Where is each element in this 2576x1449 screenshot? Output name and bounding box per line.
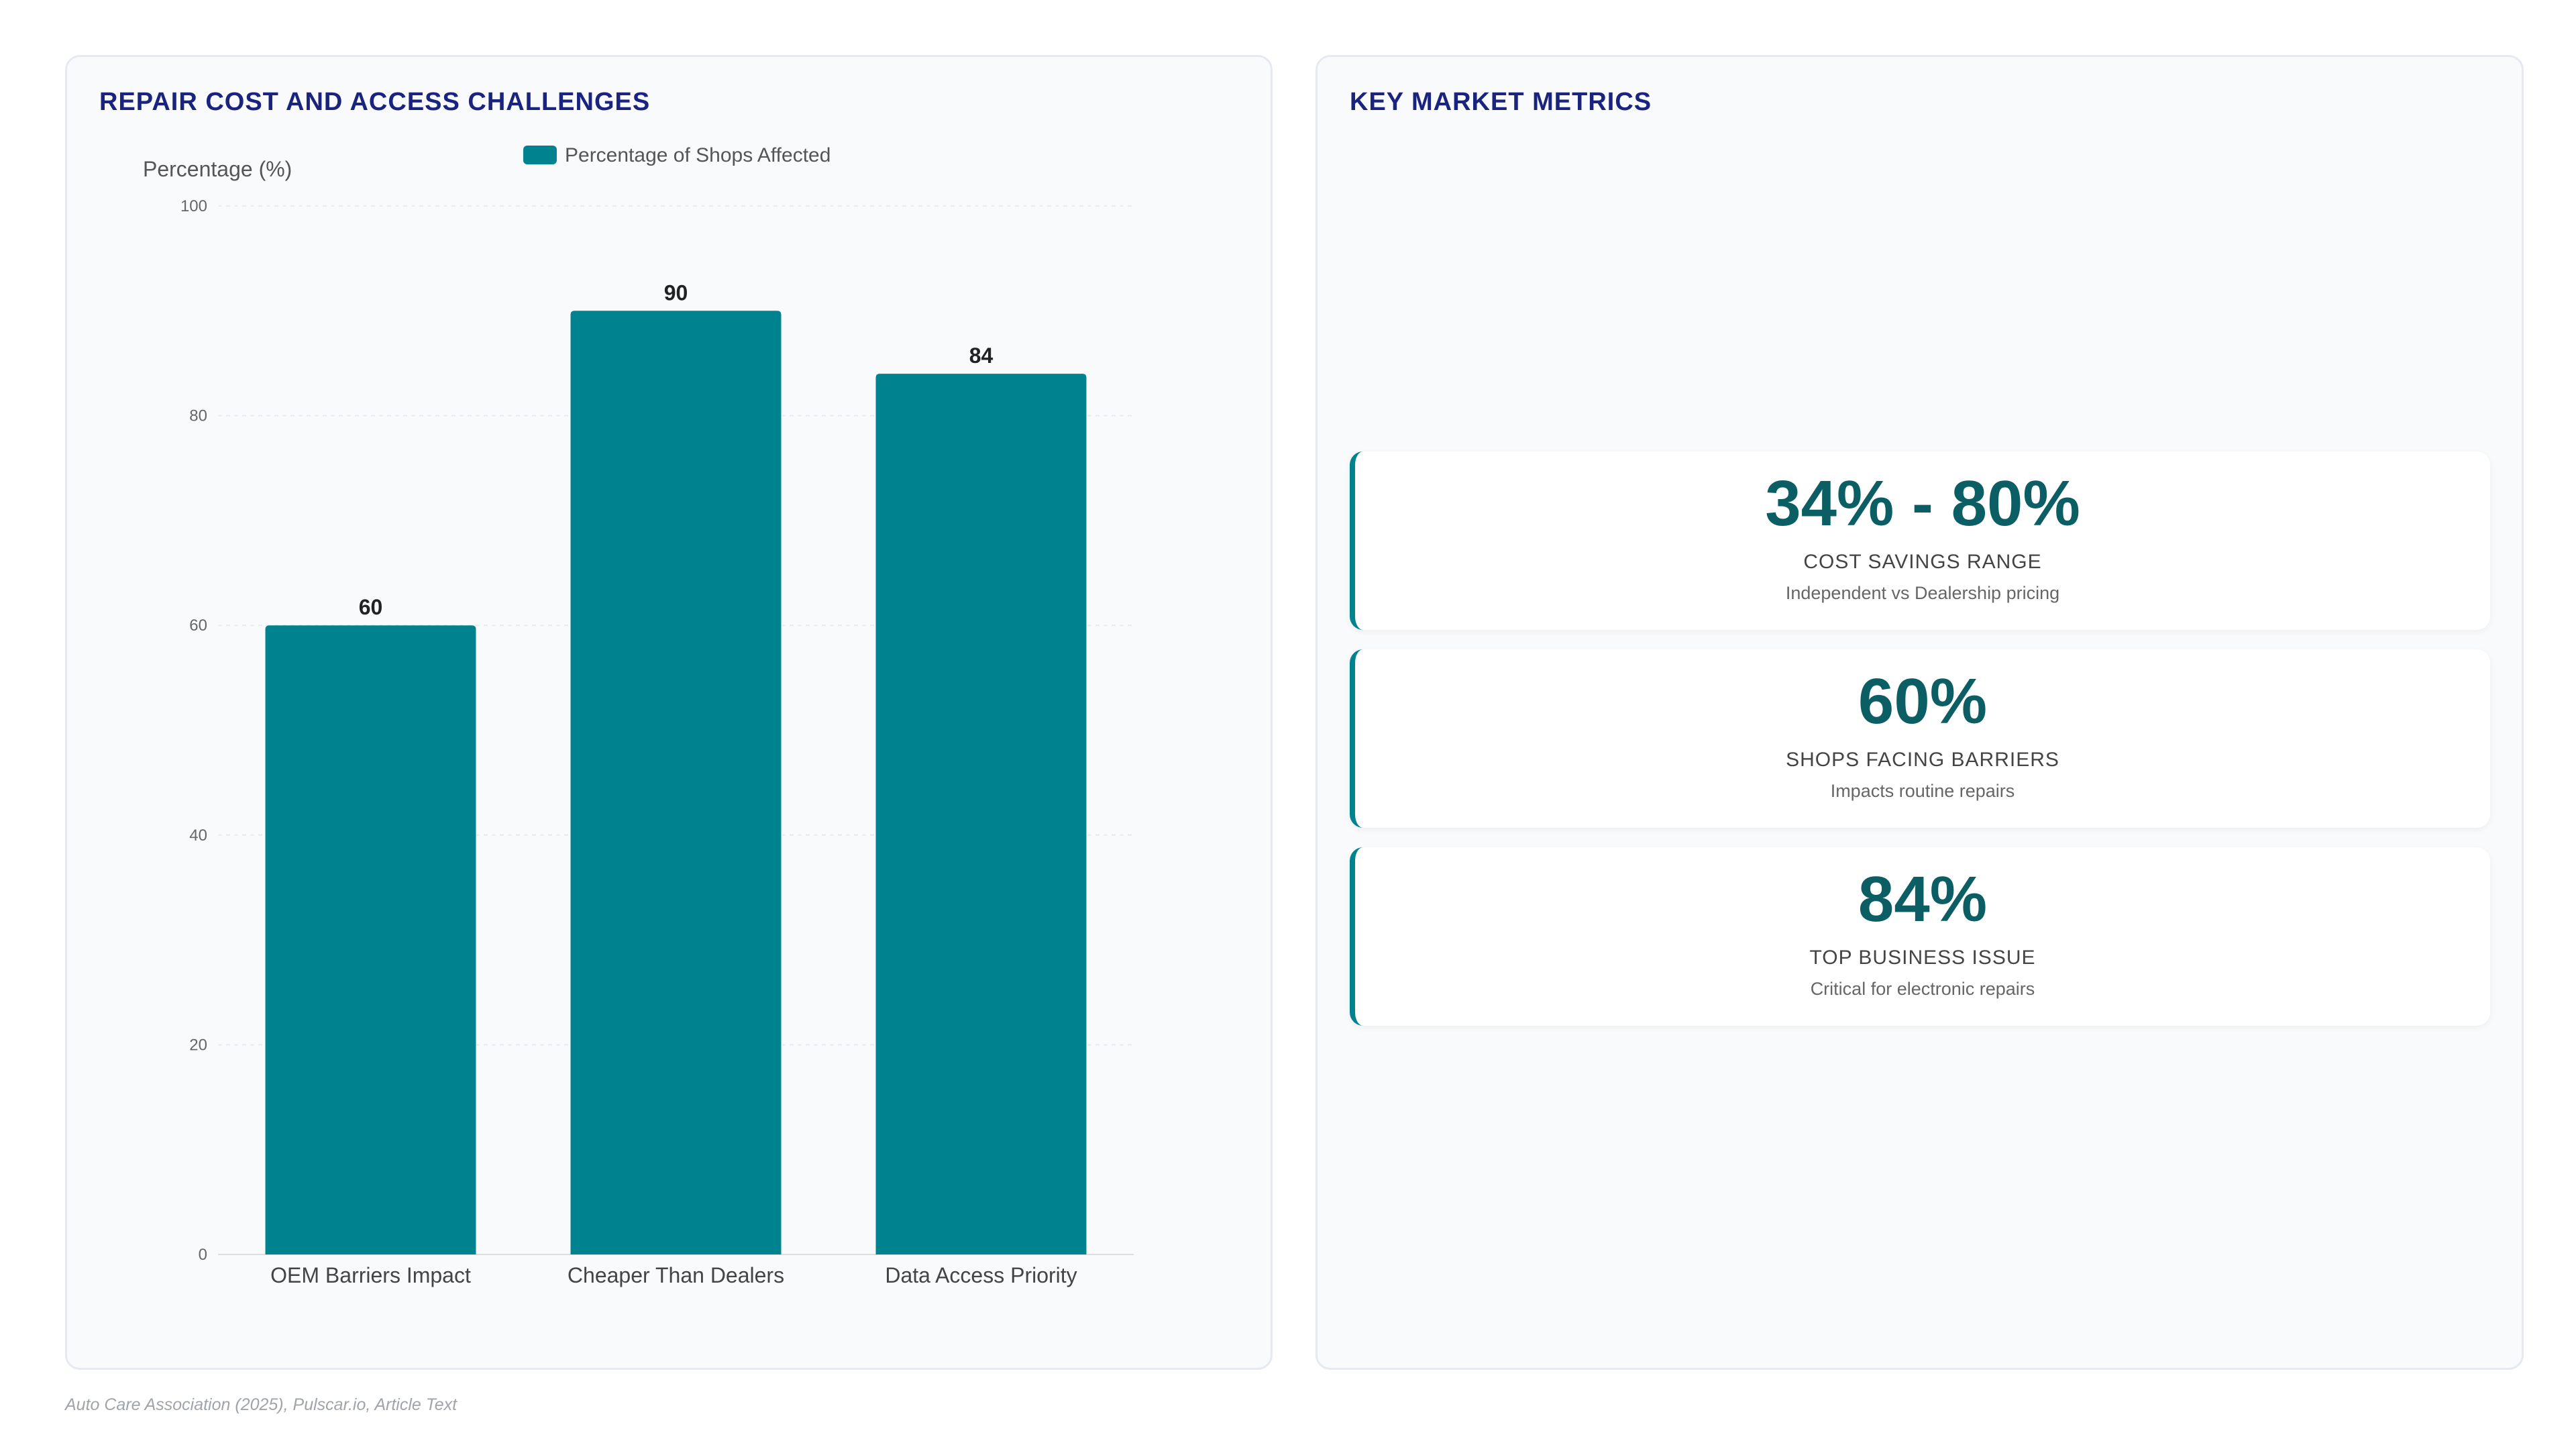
bar [265, 625, 476, 1254]
metric-value: 84% [1858, 863, 1988, 935]
metric-card-shops-barriers: 60% SHOPS FACING BARRIERS Impacts routin… [1350, 649, 2490, 828]
x-category-label: Cheaper Than Dealers [568, 1263, 784, 1287]
y-axis-title: Percentage (%) [143, 157, 292, 181]
y-tick-label: 100 [180, 197, 207, 215]
metric-value: 34% - 80% [1765, 468, 2080, 539]
chart-panel-title: REPAIR COST AND ACCESS CHALLENGES [99, 88, 651, 116]
chart-labels: 0 20 40 60 80 100 60 OEM Barriers Impact 90 Cheap… [143, 157, 1077, 1287]
metric-label: TOP BUSINESS ISSUE [1809, 947, 2036, 969]
legend-label: Percentage of Shops Affected [565, 144, 830, 166]
chart-panel: REPAIR COST AND ACCESS CHALLENGES 0 20 40 6… [65, 55, 1273, 1370]
x-category-label: Data Access Priority [885, 1263, 1077, 1287]
bar-value-label: 60 [359, 595, 383, 619]
chart-legend: Percentage of Shops Affected [523, 144, 830, 166]
metric-subtext: Independent vs Dealership pricing [1785, 583, 2060, 603]
metric-value: 60% [1858, 665, 1988, 737]
legend-swatch [523, 146, 557, 164]
y-tick-label: 20 [189, 1036, 207, 1054]
source-citation: Auto Care Association (2025), Pulscar.io… [65, 1395, 458, 1414]
y-tick-label: 80 [189, 407, 207, 425]
y-tick-label: 60 [189, 616, 207, 635]
metric-card-cost-savings: 34% - 80% COST SAVINGS RANGE Independent… [1350, 451, 2490, 630]
bar-value-label: 90 [664, 280, 688, 305]
chart-bars [265, 311, 1087, 1254]
metrics-panel: KEY MARKET METRICS 34% - 80% COST SAVING… [1316, 55, 2524, 1370]
metric-subtext: Critical for electronic repairs [1810, 979, 2035, 999]
bar [570, 311, 782, 1254]
metrics-panel-title: KEY MARKET METRICS [1350, 88, 1652, 116]
bar-chart: 0 20 40 60 80 100 60 OEM Barriers Impact 90 Cheap… [143, 144, 1134, 1287]
metric-label: COST SAVINGS RANGE [1803, 551, 2042, 573]
bar-value-label: 84 [969, 343, 994, 368]
x-category-label: OEM Barriers Impact [270, 1263, 471, 1287]
y-tick-label: 40 [189, 826, 207, 845]
metric-subtext: Impacts routine repairs [1830, 781, 2015, 801]
metric-card-top-issue: 84% TOP BUSINESS ISSUE Critical for elec… [1350, 847, 2490, 1026]
y-tick-label: 0 [199, 1246, 207, 1264]
bar [875, 374, 1087, 1254]
metric-label: SHOPS FACING BARRIERS [1786, 749, 2059, 771]
